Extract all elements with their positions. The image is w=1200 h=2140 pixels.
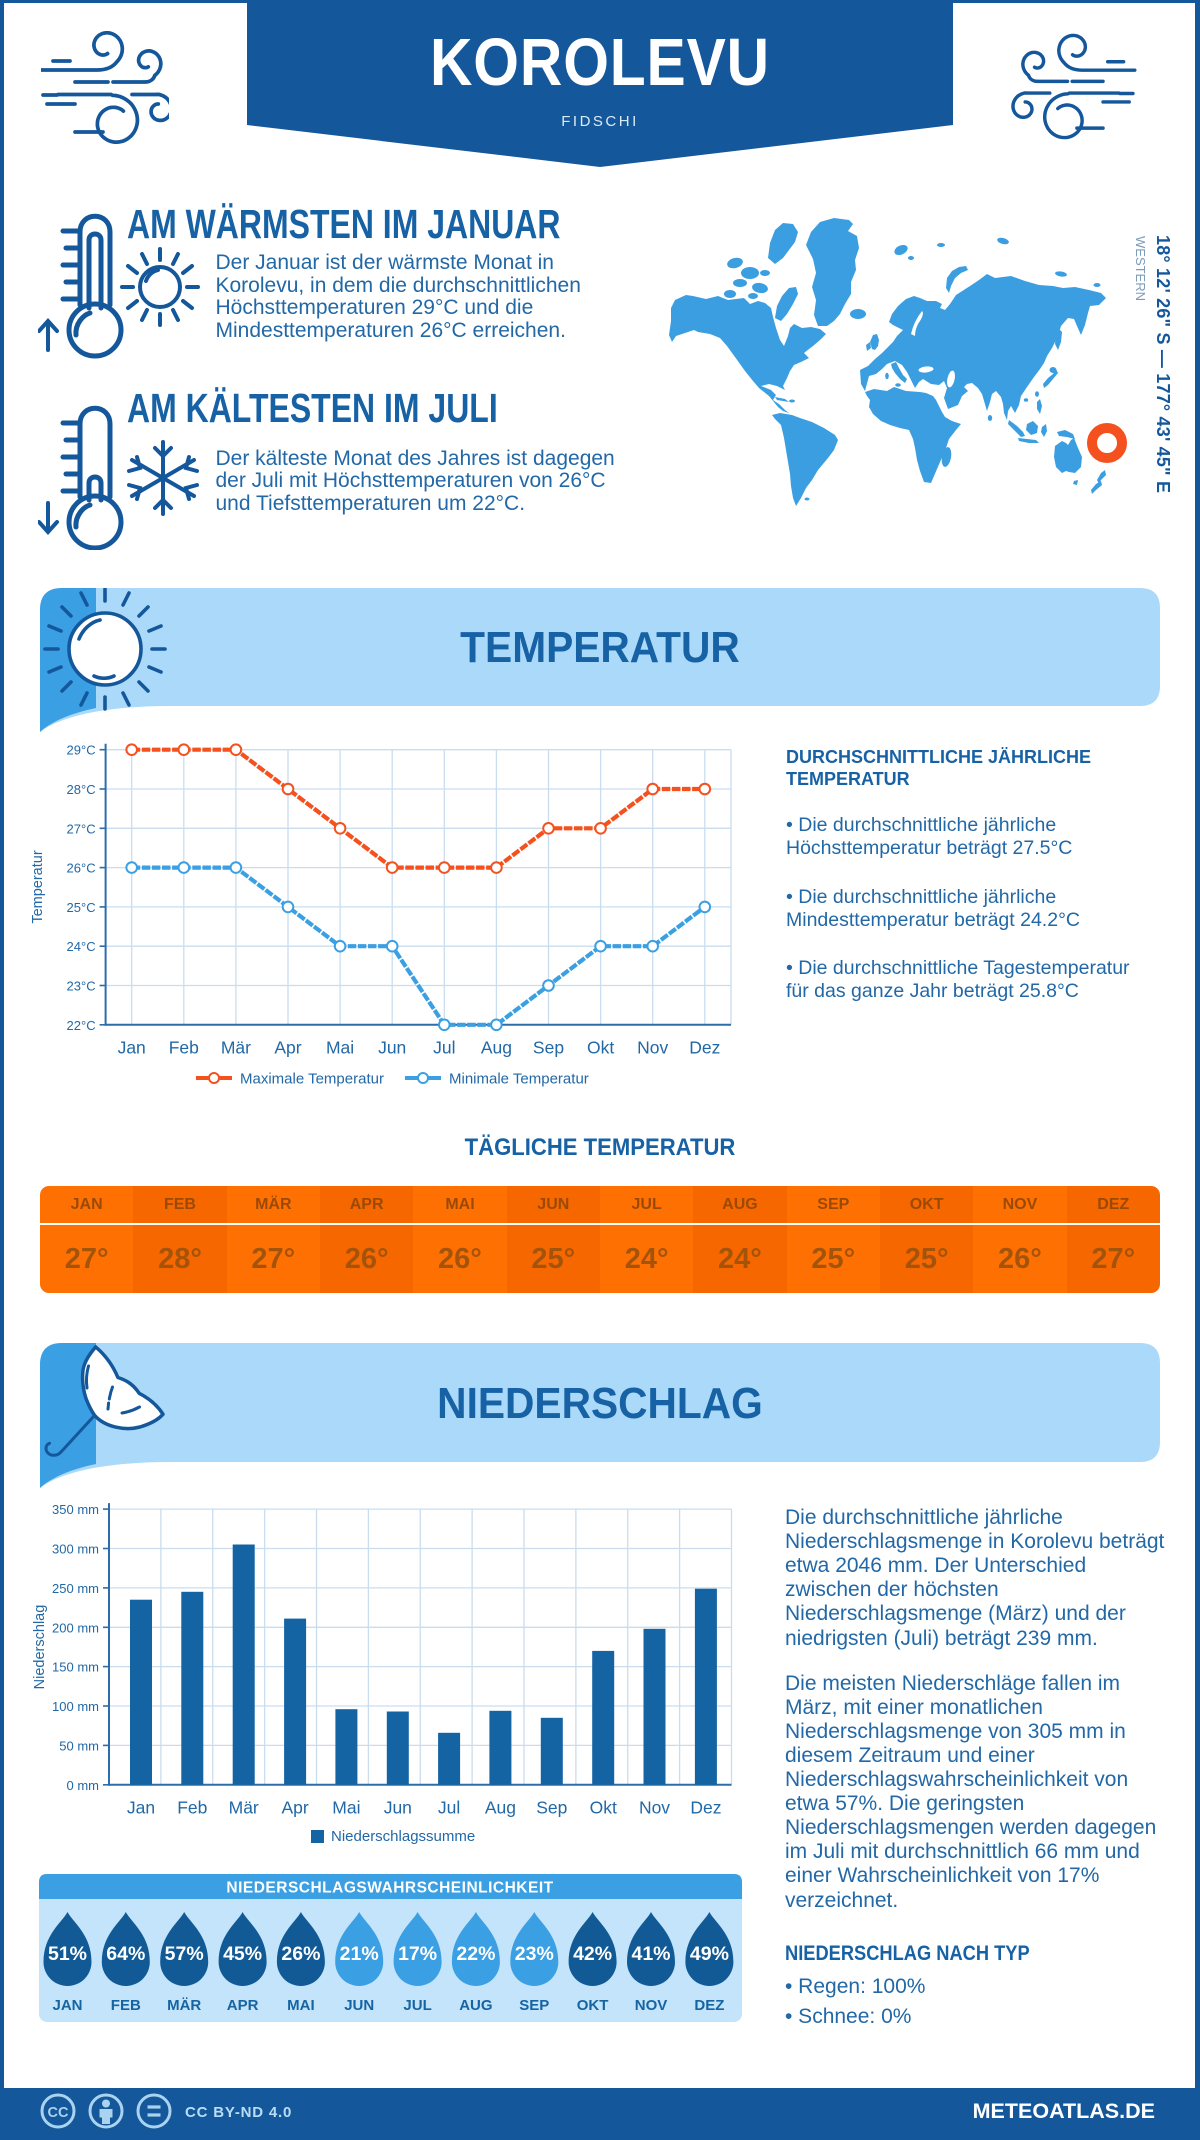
svg-text:42%: 42% [573, 1943, 612, 1965]
svg-text:57%: 57% [165, 1943, 204, 1965]
svg-text:Jan: Jan [127, 1797, 155, 1817]
svg-text:Dez: Dez [690, 1797, 721, 1817]
svg-text:0 mm: 0 mm [67, 1778, 100, 1793]
svg-text:NOV: NOV [635, 1997, 668, 2014]
svg-text:Jul: Jul [433, 1038, 455, 1058]
svg-text:350 mm: 350 mm [52, 1502, 99, 1517]
svg-text:24°C: 24°C [67, 939, 96, 954]
svg-text:Sep: Sep [536, 1797, 567, 1817]
svg-text:Dez: Dez [689, 1038, 720, 1058]
svg-text:26%: 26% [281, 1943, 320, 1965]
svg-text:MAI: MAI [287, 1997, 315, 2014]
svg-text:200 mm: 200 mm [52, 1620, 99, 1635]
svg-text:Maximale Temperatur: Maximale Temperatur [240, 1071, 384, 1088]
svg-text:DEZ: DEZ [694, 1997, 724, 2014]
svg-text:Okt: Okt [590, 1797, 617, 1817]
svg-text:23°C: 23°C [67, 979, 96, 994]
svg-text:Niederschlag: Niederschlag [32, 1605, 48, 1690]
svg-text:Mai: Mai [332, 1797, 360, 1817]
svg-text:22°C: 22°C [67, 1018, 96, 1033]
svg-text:28°C: 28°C [67, 782, 96, 797]
svg-text:OKT: OKT [577, 1997, 609, 2014]
svg-text:JAN: JAN [52, 1997, 82, 2014]
svg-text:17%: 17% [398, 1943, 437, 1965]
svg-text:MÄR: MÄR [167, 1997, 201, 2014]
svg-text:150 mm: 150 mm [52, 1660, 99, 1675]
svg-text:Mai: Mai [326, 1038, 354, 1058]
svg-text:Minimale Temperatur: Minimale Temperatur [449, 1071, 589, 1088]
svg-text:Jun: Jun [378, 1038, 406, 1058]
svg-text:Niederschlagssumme: Niederschlagssumme [331, 1828, 475, 1845]
svg-text:Mär: Mär [229, 1797, 259, 1817]
svg-text:45%: 45% [223, 1943, 262, 1965]
svg-text:49%: 49% [690, 1943, 729, 1965]
svg-text:SEP: SEP [519, 1997, 549, 2014]
svg-text:JUL: JUL [403, 1997, 431, 2014]
svg-text:27°C: 27°C [67, 821, 96, 836]
svg-text:21%: 21% [340, 1943, 379, 1965]
svg-text:Nov: Nov [637, 1038, 668, 1058]
svg-text:Jun: Jun [384, 1797, 412, 1817]
svg-text:250 mm: 250 mm [52, 1581, 99, 1596]
svg-text:Feb: Feb [177, 1797, 207, 1817]
svg-text:Aug: Aug [485, 1797, 516, 1817]
svg-text:51%: 51% [48, 1943, 87, 1965]
svg-text:Apr: Apr [281, 1797, 308, 1817]
svg-text:CC: CC [48, 2105, 69, 2121]
svg-text:23%: 23% [515, 1943, 554, 1965]
svg-text:Jul: Jul [438, 1797, 460, 1817]
svg-text:26°C: 26°C [67, 861, 96, 876]
svg-text:25°C: 25°C [67, 900, 96, 915]
svg-text:Okt: Okt [587, 1038, 614, 1058]
svg-text:100 mm: 100 mm [52, 1699, 99, 1714]
svg-text:29°C: 29°C [67, 743, 96, 758]
svg-text:NIEDERSCHLAGSWAHRSCHEINLICHKEI: NIEDERSCHLAGSWAHRSCHEINLICHKEIT [226, 1880, 553, 1897]
svg-text:Sep: Sep [533, 1038, 564, 1058]
svg-text:FEB: FEB [111, 1997, 141, 2014]
svg-text:41%: 41% [631, 1943, 670, 1965]
svg-text:AUG: AUG [459, 1997, 492, 2014]
svg-text:APR: APR [227, 1997, 259, 2014]
svg-text:Apr: Apr [274, 1038, 301, 1058]
svg-text:Mär: Mär [221, 1038, 251, 1058]
svg-text:Feb: Feb [169, 1038, 199, 1058]
svg-text:JUN: JUN [344, 1997, 374, 2014]
svg-text:22%: 22% [456, 1943, 495, 1965]
svg-text:300 mm: 300 mm [52, 1542, 99, 1557]
svg-text:Jan: Jan [118, 1038, 146, 1058]
svg-text:Nov: Nov [639, 1797, 670, 1817]
svg-text:Aug: Aug [481, 1038, 512, 1058]
svg-text:64%: 64% [106, 1943, 145, 1965]
svg-text:50 mm: 50 mm [59, 1738, 99, 1753]
svg-text:Temperatur: Temperatur [30, 850, 46, 924]
